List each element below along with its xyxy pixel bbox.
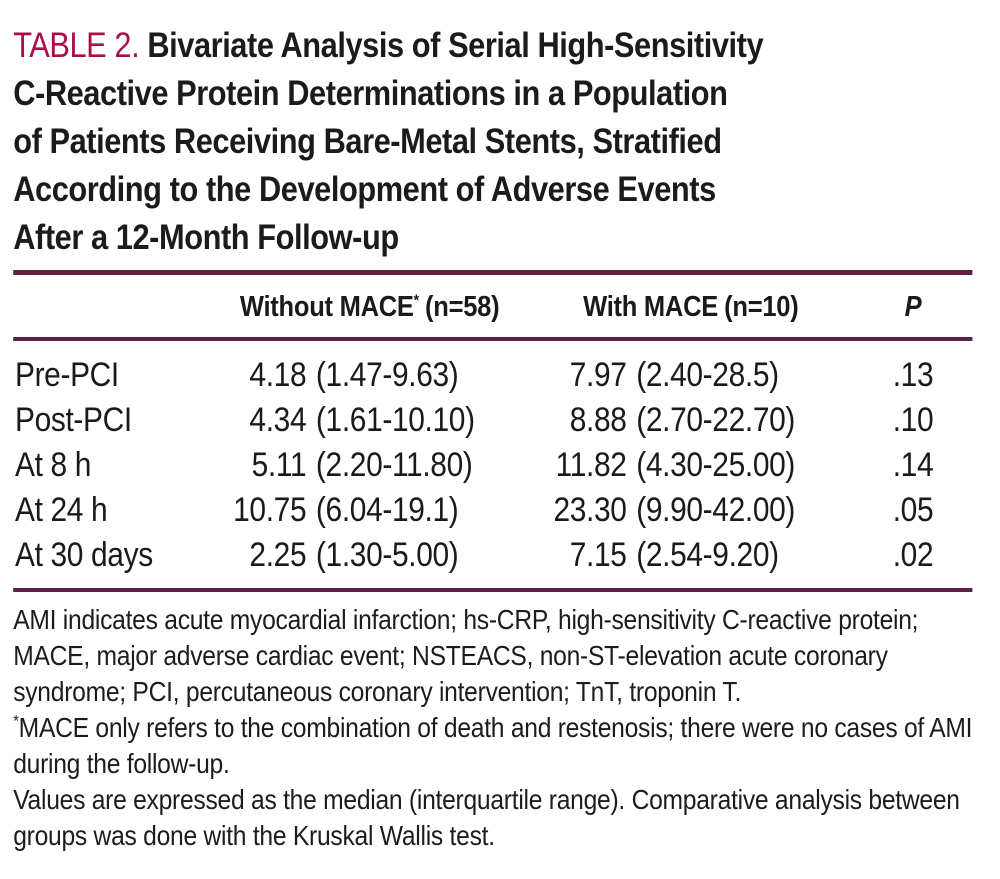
table-header-rule	[13, 337, 973, 341]
median-value: 10.75	[233, 491, 307, 529]
cell-without-mace: 5.11 (2.20-11.80)	[211, 443, 528, 488]
footnote-abbreviations: AMI indicates acute myocardial infarctio…	[13, 604, 919, 707]
interquartile-range: (9.90-42.00)	[636, 491, 796, 529]
cell-with-mace: 23.30 (9.90-42.00)	[528, 488, 854, 533]
median-value: 7.15	[569, 536, 627, 574]
interquartile-range: (6.04-19.1)	[315, 491, 459, 529]
median-value: 11.82	[555, 446, 627, 484]
title-line-4: According to the Development of Adverse …	[13, 170, 716, 209]
cell-with-mace: 8.88 (2.70-22.70)	[528, 398, 854, 443]
table-row: At 24 h 10.75 (6.04-19.1) 23.30 (9.90-42.0…	[13, 488, 999, 533]
interquartile-range: (2.54-9.20)	[636, 536, 779, 574]
title-text: Bivariate Analysis of Serial High-Sensit…	[147, 26, 764, 65]
table-row: Post-PCI 4.34 (1.61-10.10) 8.88 (2.70-22.7…	[13, 398, 999, 443]
without-mace-label: Without MACE	[239, 291, 414, 323]
with-mace-label: With MACE	[583, 291, 719, 323]
interquartile-range: (1.47-9.63)	[315, 356, 459, 394]
cell-without-mace: 2.25 (1.30-5.00)	[211, 533, 528, 578]
p-value: .10	[892, 401, 934, 439]
table-row: Pre-PCI 4.18 (1.47-9.63) 7.97 (2.40-28.5) …	[13, 353, 999, 398]
interquartile-range: (1.30-5.00)	[315, 536, 459, 574]
footnote-mace-text: MACE only refers to the combination of d…	[13, 712, 973, 779]
p-value: .05	[892, 491, 934, 529]
median-value: 8.88	[569, 401, 627, 439]
table-row: At 8 h 5.11 (2.20-11.80) 11.82 (4.30-25.00…	[13, 443, 999, 488]
without-mace-n: (n=58)	[425, 291, 500, 323]
content-area: TABLE 2. Bivariate Analysis of Serial Hi…	[13, 22, 999, 854]
title-line-2: C-Reactive Protein Determinations in a P…	[13, 74, 728, 113]
interquartile-range: (2.70-22.70)	[636, 401, 796, 439]
table-bottom-rule	[13, 588, 973, 592]
row-label: At 24 h	[14, 491, 108, 529]
column-header-p: P	[904, 291, 922, 323]
cell-with-mace: 11.82 (4.30-25.00)	[528, 443, 854, 488]
title-line-5: After a 12-Month Follow-up	[13, 218, 399, 257]
p-value: .14	[892, 446, 934, 484]
row-label: At 8 h	[14, 446, 92, 484]
footnote-values-method: Values are expressed as the median (inte…	[13, 784, 960, 851]
cell-without-mace: 4.18 (1.47-9.63)	[211, 353, 528, 398]
row-label: Pre-PCI	[14, 356, 119, 394]
median-value: 4.18	[249, 356, 307, 394]
asterisk-marker: *	[413, 292, 419, 310]
interquartile-range: (2.40-28.5)	[636, 356, 779, 394]
table-header-row: Without MACE* (n=58) With MACE (n=10) P	[13, 275, 999, 337]
table-number-label: TABLE 2.	[13, 26, 140, 65]
title-line-1: TABLE 2. Bivariate Analysis of Serial Hi…	[13, 22, 999, 70]
table-body: Pre-PCI 4.18 (1.47-9.63) 7.97 (2.40-28.5) …	[13, 341, 999, 588]
median-value: 5.11	[251, 446, 307, 484]
cell-without-mace: 10.75 (6.04-19.1)	[211, 488, 528, 533]
with-mace-n: (n=10)	[724, 291, 799, 323]
interquartile-range: (1.61-10.10)	[315, 401, 475, 439]
footnote-mace-definition: *MACE only refers to the combination of …	[13, 710, 972, 782]
p-value: .02	[892, 536, 934, 574]
cell-without-mace: 4.34 (1.61-10.10)	[211, 398, 528, 443]
asterisk-marker: *	[13, 711, 19, 731]
table-row: At 30 days 2.25 (1.30-5.00) 7.15 (2.54-9.2…	[13, 533, 999, 578]
table-top-rule	[13, 270, 973, 275]
column-header-with-mace: With MACE (n=10)	[528, 291, 854, 324]
p-value: .13	[892, 356, 934, 394]
interquartile-range: (4.30-25.00)	[636, 446, 796, 484]
cell-with-mace: 7.15 (2.54-9.20)	[528, 533, 854, 578]
median-value: 2.25	[249, 536, 307, 574]
table-title: TABLE 2. Bivariate Analysis of Serial Hi…	[13, 22, 999, 262]
row-label: Post-PCI	[14, 401, 132, 439]
interquartile-range: (2.20-11.80)	[315, 446, 473, 484]
median-value: 23.30	[553, 491, 627, 529]
column-header-without-mace: Without MACE* (n=58)	[211, 291, 528, 324]
table-footnotes: AMI indicates acute myocardial infarctio…	[13, 602, 972, 854]
median-value: 4.34	[249, 401, 307, 439]
title-line-3: of Patients Receiving Bare-Metal Stents,…	[13, 122, 722, 161]
cell-with-mace: 7.97 (2.40-28.5)	[528, 353, 854, 398]
row-label: At 30 days	[14, 536, 153, 574]
median-value: 7.97	[569, 356, 627, 394]
